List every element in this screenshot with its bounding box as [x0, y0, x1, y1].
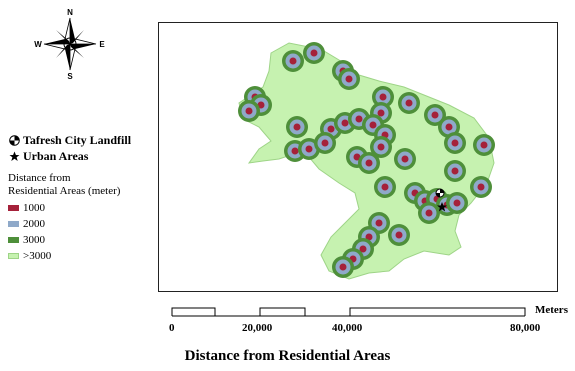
compass-n-label: N [67, 8, 73, 17]
legend-title: Distance from Residential Areas (meter) [8, 172, 158, 198]
scale-unit: Meters [535, 304, 568, 316]
scale-bar: Meters 0 20,000 40,000 80,000 [160, 298, 568, 338]
north-arrow-compass: N S E W [30, 8, 110, 81]
scale-tick-80000: 80,000 [510, 322, 541, 334]
legend-landfill: Tafresh City Landfill [8, 132, 158, 148]
landfill-marker-icon [435, 188, 445, 198]
figure-caption: Distance from Residential Areas [184, 348, 391, 364]
legend-class-2000: 2000 [8, 216, 158, 232]
swatch-2000 [8, 221, 19, 227]
map-legend: Tafresh City Landfill Urban Areas Distan… [8, 132, 158, 264]
legend-class-label: 1000 [23, 202, 45, 214]
legend-title-line1: Distance from [8, 172, 71, 184]
scale-tick-0: 0 [169, 322, 175, 334]
map-canvas [238, 42, 495, 280]
legend-class-label: 2000 [23, 218, 45, 230]
legend-title-line2: Residential Areas (meter) [8, 185, 121, 197]
star-icon [8, 150, 20, 162]
map-frame [158, 22, 558, 292]
legend-class-3000: 3000 [8, 232, 158, 248]
swatch-3000 [8, 237, 19, 243]
scale-tick-40000: 40,000 [332, 322, 363, 334]
legend-class-label: 3000 [23, 234, 45, 246]
swatch-1000 [8, 205, 19, 211]
legend-urban: Urban Areas [8, 148, 158, 164]
legend-class-label: >3000 [23, 250, 52, 262]
compass-s-label: S [67, 72, 73, 80]
urban-area-star-icon [437, 202, 447, 212]
legend-class-1000: 1000 [8, 200, 158, 216]
landfill-icon [8, 134, 20, 146]
compass-w-label: W [34, 40, 42, 49]
compass-rose-icon: N S E W [34, 8, 105, 81]
scale-tick-20000: 20,000 [242, 322, 273, 334]
swatch-gt3000 [8, 253, 19, 259]
legend-class-gt3000: >3000 [8, 248, 158, 264]
scale-bar-graphic [171, 307, 526, 317]
legend-landfill-label: Tafresh City Landfill [23, 132, 132, 147]
compass-e-label: E [99, 40, 105, 49]
legend-urban-label: Urban Areas [23, 148, 89, 163]
